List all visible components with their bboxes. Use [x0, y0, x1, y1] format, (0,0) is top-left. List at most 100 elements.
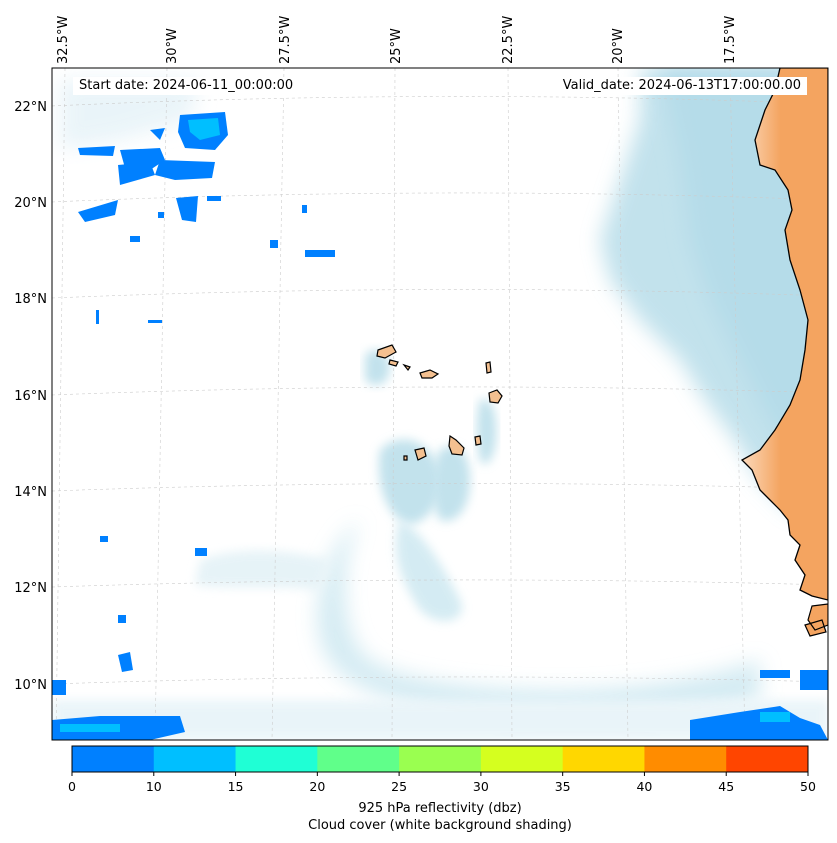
reflectivity-patch [302, 205, 307, 213]
colorbar-swatch [153, 746, 237, 772]
reflectivity-patch [270, 240, 278, 248]
colorbar-swatch [480, 746, 564, 772]
start-date-label: Start date: 2024-06-11_00:00:00 [73, 77, 300, 95]
lat-tick-label: 10°N [14, 678, 47, 693]
meridian-20 [617, 68, 629, 740]
meridian-30 [154, 68, 168, 740]
reflectivity-patch [148, 320, 162, 323]
colorbar-label-cloud-cover: Cloud cover (white background shading) [308, 818, 572, 833]
lat-tick-label: 20°N [14, 196, 47, 211]
cloud-streak-1 [396, 520, 462, 621]
lat-tick-label: 16°N [14, 389, 47, 404]
parallel-14 [52, 483, 828, 492]
reflectivity-layer-10-15 [60, 118, 790, 732]
reflectivity-patch [158, 212, 164, 218]
cloud-island-plume-1 [379, 439, 441, 525]
island-brava [403, 455, 408, 461]
cloud-island-plume-2 [432, 446, 470, 521]
colorbar-tick-label: 50 [800, 779, 816, 794]
colorbar: 0 10 15 20 25 30 35 40 45 50 [68, 745, 816, 794]
reflectivity-patch [760, 670, 790, 678]
cloud-nw [60, 80, 200, 150]
colorbar-swatch [235, 746, 318, 772]
valid-date-label: Valid_date: 2024-06-13T17:00:00.00 [556, 77, 807, 95]
colorbar-tick-label: 35 [555, 779, 571, 794]
latitude-labels: 22°N 20°N 18°N 16°N 14°N 12°N 10°N [14, 100, 47, 693]
lon-tick-label: 30°W [165, 28, 180, 64]
island-santa-luzia [402, 363, 411, 372]
colorbar-swatches [72, 746, 809, 772]
lon-tick-label: 20°W [611, 28, 626, 64]
island-sao-nicolau [419, 369, 440, 379]
reflectivity-patch [195, 548, 207, 556]
reflectivity-patch [118, 652, 133, 672]
lat-tick-label: 12°N [14, 581, 47, 596]
colorbar-tick-label: 25 [391, 779, 407, 794]
colorbar-swatch [399, 746, 482, 772]
meridian-22-5 [507, 68, 513, 740]
island-fogo [414, 447, 427, 461]
island-sal [485, 361, 492, 374]
lat-tick-label: 22°N [14, 100, 47, 115]
reflectivity-patch [176, 196, 198, 222]
meridian-25 [391, 68, 396, 740]
map-area [52, 68, 828, 740]
colorbar-swatch [317, 746, 400, 772]
reflectivity-patch [690, 706, 828, 740]
cloud-bottom-edge [52, 700, 828, 740]
island-santiago [448, 434, 465, 456]
colorbar-swatch [72, 746, 155, 772]
lon-tick-label: 32.5°W [56, 16, 71, 64]
reflectivity-patch [760, 712, 790, 722]
colorbar-tick-label: 30 [473, 779, 489, 794]
reflectivity-patch [52, 680, 66, 695]
colorbar-swatch [726, 746, 809, 772]
colorbar-label-reflectivity: 925 hPa reflectivity (dbz) [358, 801, 522, 816]
colorbar-swatch [644, 746, 727, 772]
island-sao-vicente [388, 359, 399, 367]
lon-tick-label: 27.5°W [278, 16, 293, 64]
colorbar-tick-label: 0 [68, 779, 76, 794]
lon-tick-label: 17.5°W [723, 16, 738, 64]
reflectivity-patch [118, 615, 126, 623]
lon-tick-label: 22.5°W [501, 16, 516, 64]
reflectivity-patch [78, 146, 115, 156]
lon-tick-label: 25°W [389, 28, 404, 64]
colorbar-frame [71, 745, 809, 773]
reflectivity-patch [118, 162, 155, 185]
colorbar-tick-label: 40 [636, 779, 652, 794]
parallel-12 [52, 579, 828, 588]
longitude-labels: 32.5°W 30°W 27.5°W 25°W 22.5°W 20°W 17.5… [56, 16, 738, 64]
reflectivity-patch [150, 128, 165, 140]
colorbar-tick-label: 20 [309, 779, 325, 794]
parallel-16 [52, 386, 828, 396]
reflectivity-patch [100, 536, 108, 542]
lat-tick-label: 18°N [14, 292, 47, 307]
colorbar-tick-label: 15 [228, 779, 244, 794]
meridian-17-5 [729, 68, 746, 740]
reflectivity-patch [305, 250, 335, 257]
meridian-32-5 [55, 68, 66, 740]
reflectivity-patch [60, 724, 120, 732]
parallel-18 [52, 289, 828, 299]
colorbar-swatch [562, 746, 645, 772]
reflectivity-patch [800, 670, 828, 690]
parallel-22 [52, 96, 828, 107]
graticule [52, 68, 828, 740]
map-frame [51, 67, 829, 741]
parallel-20 [52, 192, 828, 203]
reflectivity-patch [155, 160, 215, 180]
colorbar-tick-label: 45 [718, 779, 734, 794]
island-boa-vista [488, 389, 503, 404]
island-maio [474, 435, 482, 446]
cloud-streak-2 [195, 550, 330, 590]
reflectivity-patch [78, 200, 118, 222]
cloud-island-plume-4 [477, 399, 497, 464]
cloud-band-south [317, 520, 760, 717]
colorbar-ticks: 0 10 15 20 25 30 35 40 45 50 [68, 772, 816, 794]
africa-land [740, 68, 828, 601]
island-santo-antao [376, 344, 397, 359]
meridian-27-5 [271, 68, 285, 740]
reflectivity-patch [96, 310, 99, 324]
